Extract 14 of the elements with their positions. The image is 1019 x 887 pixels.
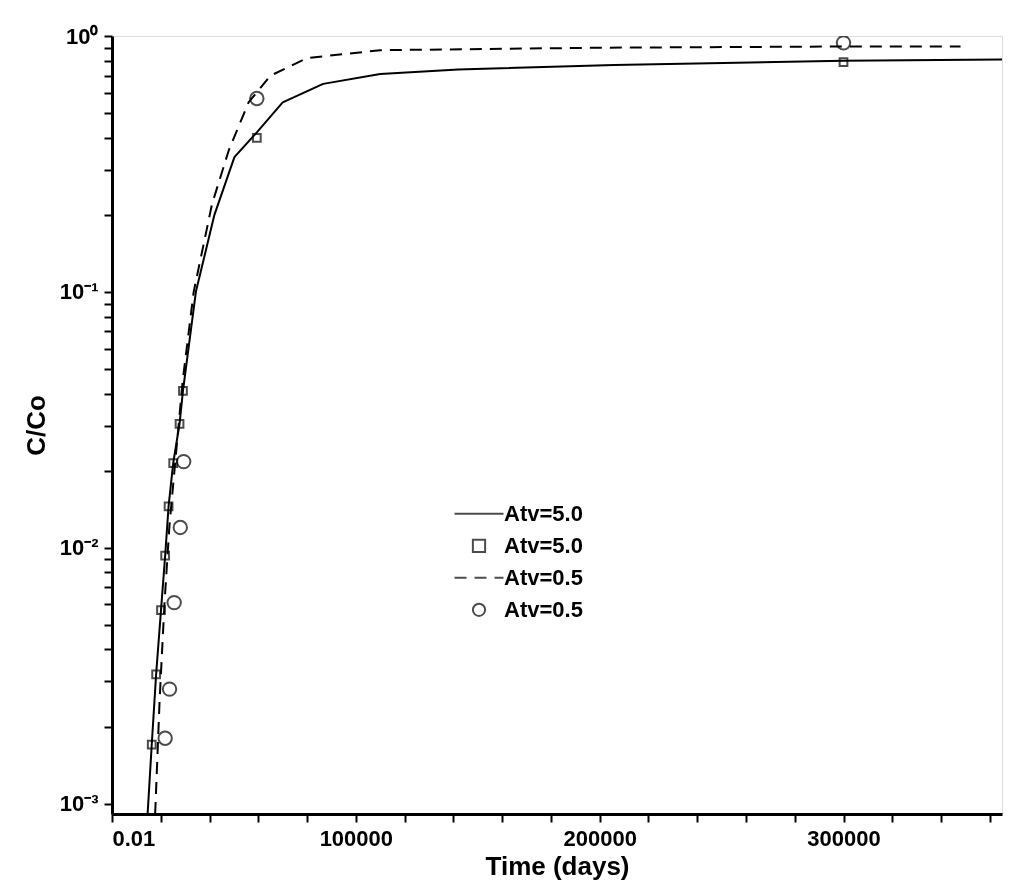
- x-tick-label: 200000: [563, 825, 637, 851]
- y-tick-label: 10⁻³: [59, 791, 99, 817]
- x-tick-label: 300000: [807, 825, 881, 851]
- y-tick-label: 10⁻¹: [59, 279, 99, 305]
- y-tick-label: 10⁰: [66, 23, 99, 49]
- x-axis-title: Time (days): [485, 850, 630, 881]
- x-tick-label: 100000: [319, 825, 394, 851]
- legend-label: Atv=5.0: [504, 532, 583, 558]
- x-tick-label: 0.01: [112, 825, 156, 851]
- legend-label: Atv=0.5: [504, 596, 583, 622]
- y-tick-label: 10⁻²: [59, 535, 99, 561]
- y-axis-title: C/Co: [20, 395, 51, 456]
- legend-label: Atv=0.5: [504, 564, 583, 590]
- legend-label: Atv=5.0: [504, 500, 583, 526]
